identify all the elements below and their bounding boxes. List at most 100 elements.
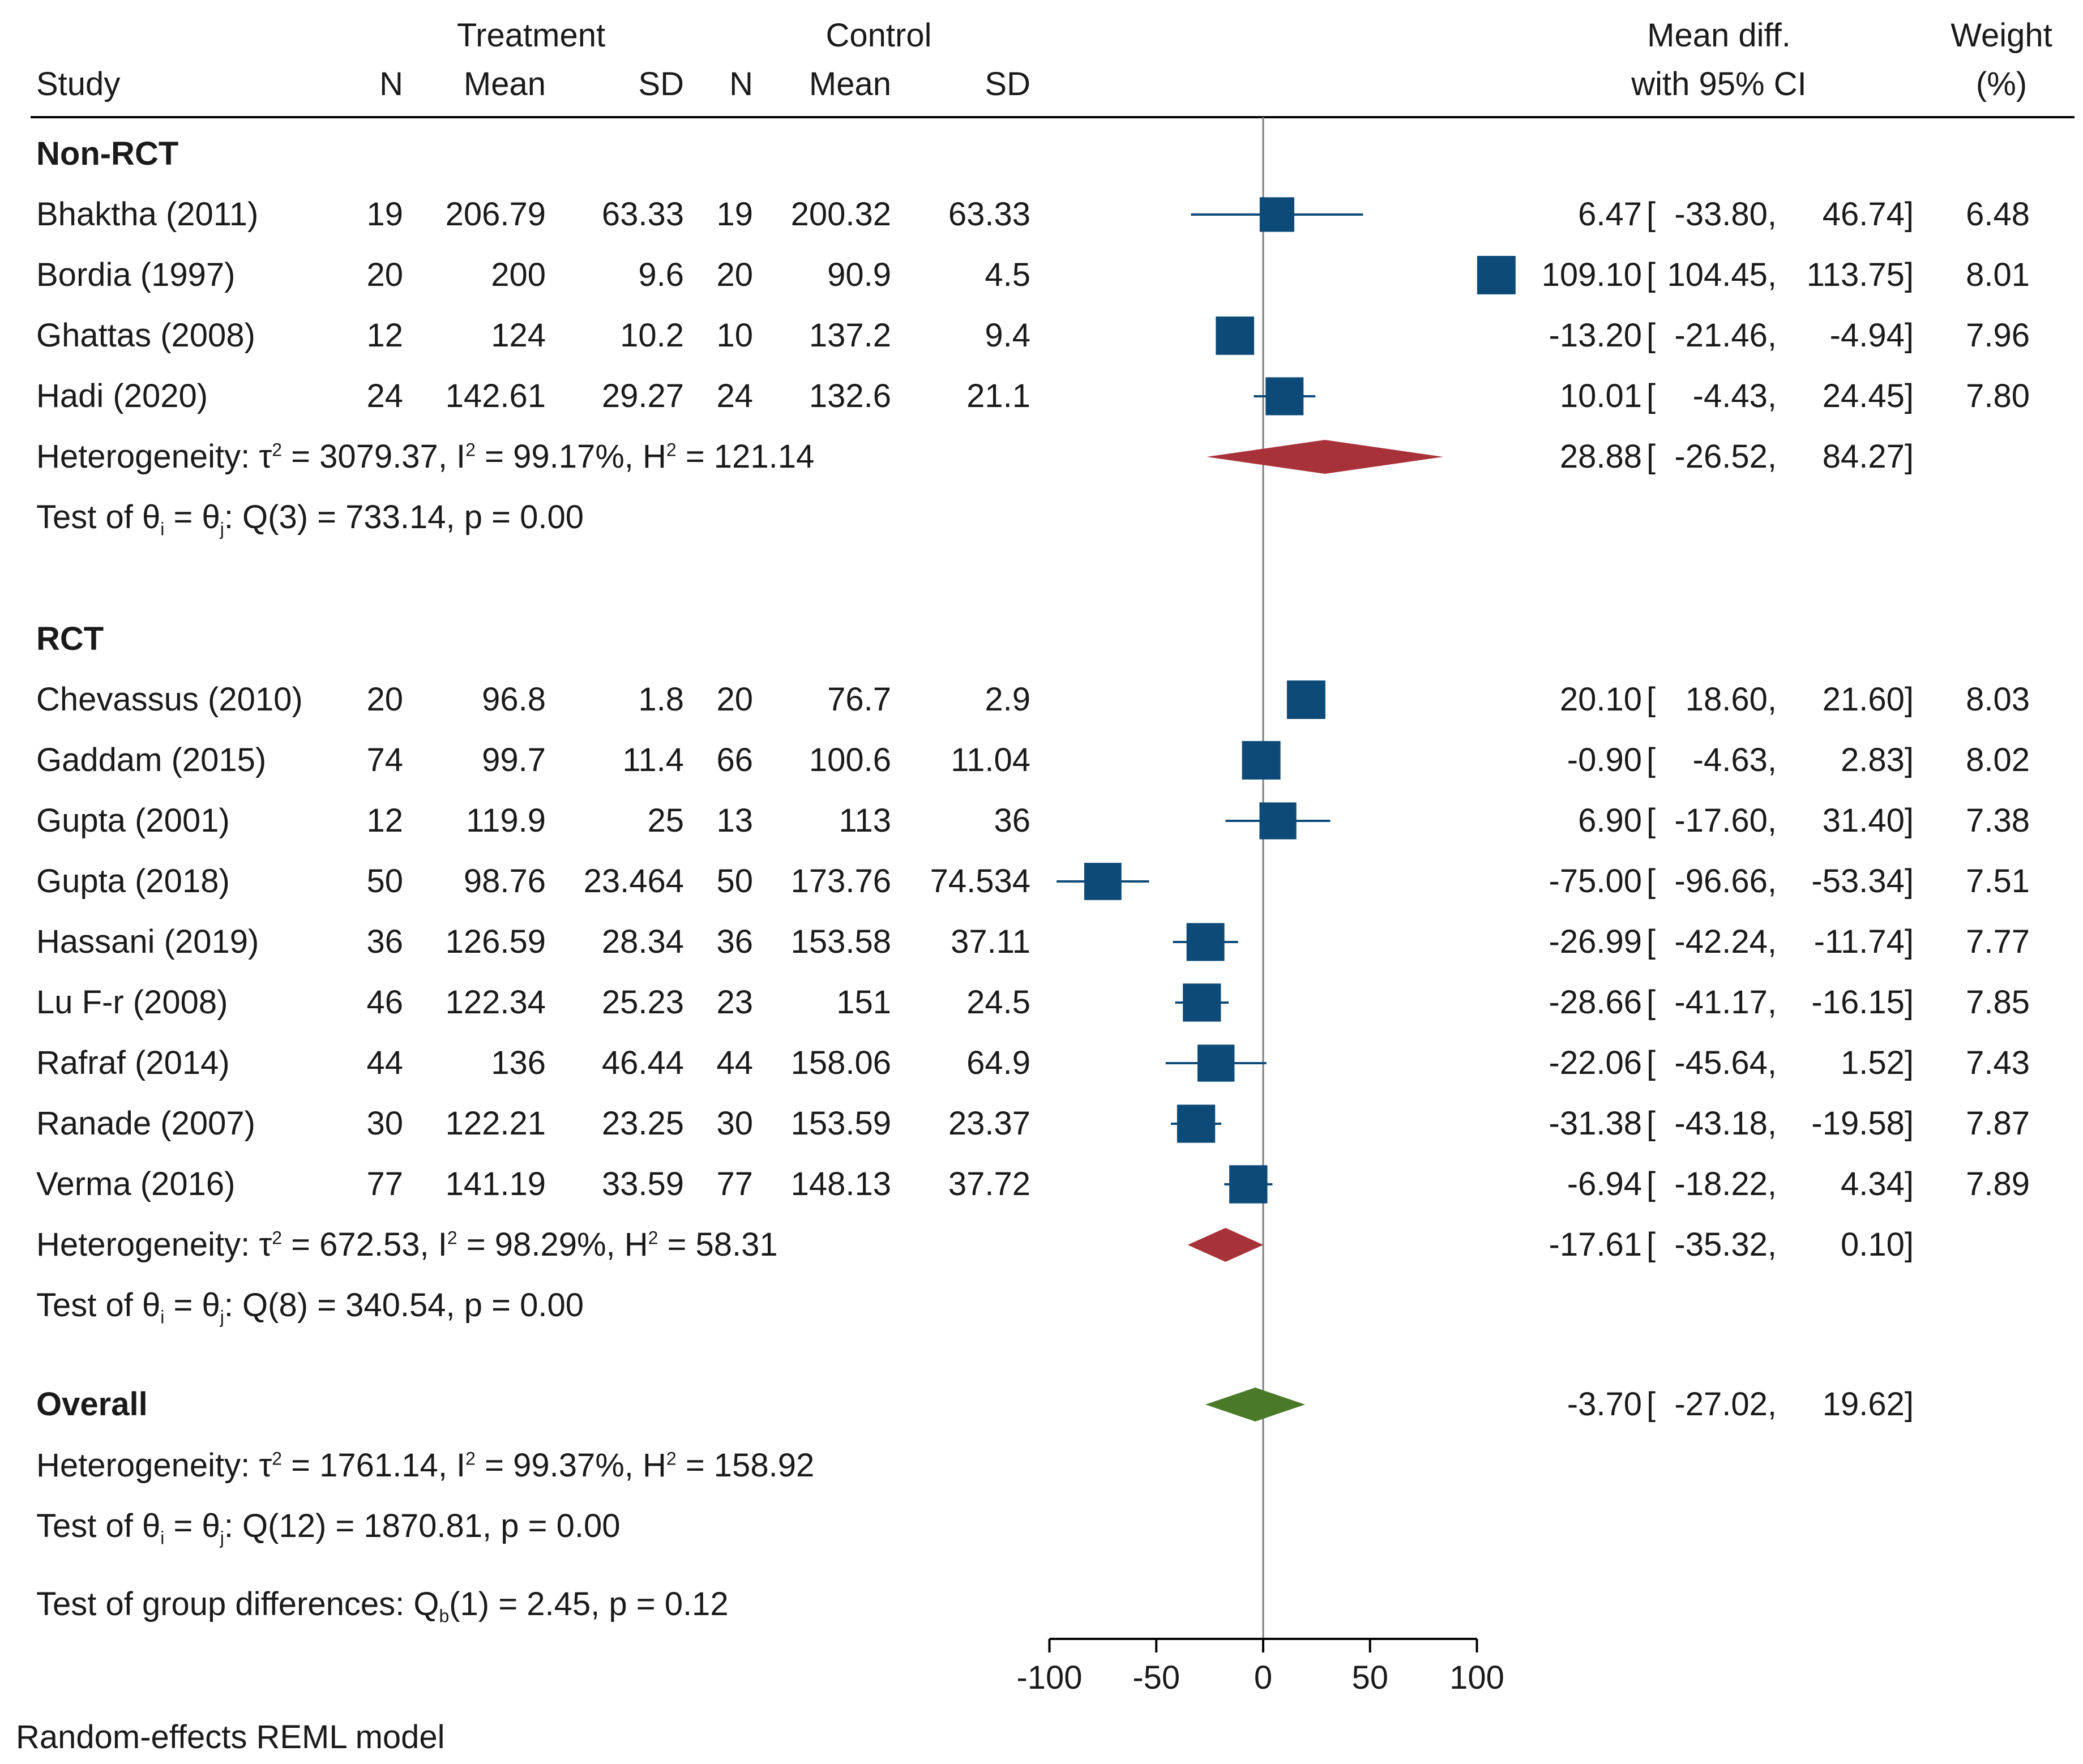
study-marker [1177,1104,1216,1143]
treatment-sd: 9.6 [638,256,684,293]
study-marker [1259,802,1297,840]
study-ci-upper: 2.83] [1841,742,1914,778]
x-tick-label: 0 [1254,1659,1273,1696]
study-marker [1216,316,1255,355]
study-estimate: -0.90 [1567,742,1642,778]
study-estimate: -75.00 [1549,863,1642,900]
subgroup-bracket: [ [1646,438,1656,475]
weight-header-top: Weight [1951,17,2052,54]
study-bracket: [ [1646,256,1656,293]
study-marker [1084,863,1122,900]
control-mean: 76.7 [827,681,891,718]
subgroup-homogeneity-test: Test of θi = θj: Q(3) = 733.14, p = 0.00 [36,499,584,540]
study-estimate: 109.10 [1541,256,1642,293]
subgroup-ci-lower: -26.52, [1674,438,1777,475]
control-n: 20 [716,681,753,718]
study-ci-upper: 4.34] [1841,1166,1914,1202]
subgroup-label: Non-RCT [36,135,179,172]
study-weight: 6.48 [1966,196,2030,233]
treatment-n: 12 [366,317,403,354]
study-bracket: [ [1646,681,1656,718]
treatment-header: Treatment [456,17,606,54]
subgroup-diamond [1206,440,1444,474]
treatment-mean: 99.7 [482,742,546,778]
study-name: Gupta (2018) [36,863,230,900]
model-footnote: Random-effects REML model [16,1719,445,1756]
overall-heterogeneity: Heterogeneity: τ2 = 1761.14, I2 = 99.37%… [36,1447,815,1484]
study-ci-lower: -4.63, [1692,742,1777,778]
treatment-sd: 23.464 [583,863,684,900]
study-weight: 7.89 [1966,1166,2030,1202]
study-marker [1183,983,1221,1022]
study-header: Study [36,66,121,102]
treatment-n: 44 [366,1044,403,1081]
control-n-header: N [729,66,753,102]
study-ci-upper: -19.58] [1811,1105,1914,1142]
study-estimate: -6.94 [1567,1166,1642,1202]
control-n: 20 [716,256,753,293]
study-ci-lower: 18.60, [1685,681,1777,718]
treatment-n: 19 [366,196,403,233]
study-bracket: [ [1646,317,1656,354]
study-weight: 7.80 [1966,378,2030,414]
study-name: Chevassus (2010) [36,681,303,718]
treatment-mean: 206.79 [445,196,546,233]
control-sd: 37.11 [951,923,1030,960]
study-weight: 7.85 [1966,984,2030,1021]
control-n: 77 [716,1166,753,1202]
study-ci-lower: -33.80, [1674,196,1777,233]
control-sd: 21.1 [966,378,1030,414]
subgroup-estimate: -17.61 [1549,1226,1642,1263]
study-bracket: [ [1646,196,1656,233]
study-weight: 8.01 [1966,256,2030,293]
treatment-n-header: N [379,66,403,102]
control-mean: 173.76 [790,863,891,900]
study-weight: 7.87 [1966,1105,2030,1142]
study-marker [1477,256,1516,294]
study-ci-lower: -45.64, [1674,1044,1777,1081]
study-marker [1259,197,1294,232]
control-sd: 23.37 [948,1105,1030,1142]
treatment-mean: 96.8 [482,681,546,718]
study-name: Hadi (2020) [36,378,208,414]
treatment-mean: 122.34 [445,984,546,1021]
study-name: Ranade (2007) [36,1105,255,1142]
control-mean: 132.6 [809,378,891,414]
treatment-mean: 136 [491,1044,546,1081]
control-header: Control [825,17,932,54]
study-name: Gaddam (2015) [36,742,267,778]
control-n: 44 [716,1044,753,1081]
treatment-sd: 28.34 [601,923,684,960]
effect-header-top: Mean diff. [1647,17,1791,54]
control-n: 36 [716,923,753,960]
control-sd: 9.4 [985,317,1030,354]
treatment-sd: 10.2 [620,317,684,354]
control-mean: 137.2 [809,317,891,354]
study-bracket: [ [1646,984,1656,1021]
study-ci-lower: -4.43, [1692,378,1777,414]
control-n: 50 [716,863,753,900]
treatment-n: 46 [366,984,403,1021]
control-sd: 63.33 [948,196,1030,233]
control-n: 13 [716,802,753,839]
treatment-sd: 29.27 [601,378,684,414]
control-n: 24 [716,378,753,414]
study-ci-upper: -16.15] [1811,984,1914,1021]
study-bracket: [ [1646,1044,1656,1081]
study-estimate: 10.01 [1559,378,1642,414]
overall-diamond [1205,1388,1306,1422]
study-ci-lower: -42.24, [1674,923,1777,960]
control-sd: 74.534 [930,863,1030,900]
subgroup-heterogeneity: Heterogeneity: τ2 = 3079.37, I2 = 99.17%… [36,438,815,475]
treatment-sd: 1.8 [638,681,684,718]
control-sd: 11.04 [951,742,1030,778]
study-estimate: 6.47 [1578,196,1642,233]
control-mean: 153.58 [790,923,891,960]
treatment-sd: 25.23 [601,984,684,1021]
treatment-n: 36 [366,923,403,960]
overall-ci-upper: 19.62] [1822,1386,1914,1423]
study-ci-upper: -53.34] [1811,863,1914,900]
x-tick-label: 50 [1351,1659,1388,1696]
study-marker [1265,377,1304,416]
